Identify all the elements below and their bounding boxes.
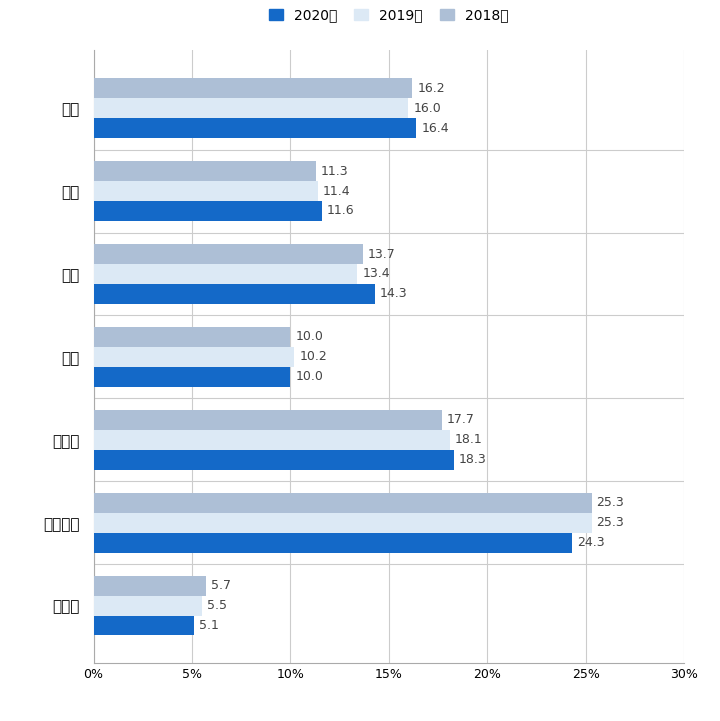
Text: 16.4: 16.4 (421, 122, 449, 135)
Bar (94, 284, 375, 304)
Text: 11.3: 11.3 (321, 164, 348, 177)
Text: 5.1: 5.1 (199, 619, 219, 632)
Text: 13.7: 13.7 (368, 247, 396, 260)
Text: 5.5: 5.5 (207, 599, 227, 612)
Text: 14.3: 14.3 (380, 288, 408, 301)
Text: 17.7: 17.7 (447, 413, 474, 426)
Text: 16.0: 16.0 (413, 102, 441, 115)
Bar (94, 347, 294, 367)
Bar (94, 616, 194, 635)
Bar (94, 98, 408, 118)
Bar (94, 327, 290, 347)
Bar (94, 596, 202, 616)
Bar (94, 201, 322, 221)
Bar (94, 493, 592, 513)
Text: 24.3: 24.3 (577, 536, 604, 549)
Text: 10.2: 10.2 (300, 350, 327, 363)
Bar (94, 181, 318, 201)
Bar (94, 79, 413, 98)
Text: 25.3: 25.3 (596, 496, 624, 509)
Text: 25.3: 25.3 (596, 516, 624, 529)
Legend: 2020年, 2019年, 2018年: 2020年, 2019年, 2018年 (269, 9, 508, 22)
Bar (94, 118, 416, 138)
Bar (94, 244, 363, 264)
Bar (94, 533, 572, 552)
Text: 5.7: 5.7 (211, 579, 230, 592)
Bar (94, 513, 592, 533)
Text: 18.3: 18.3 (459, 454, 487, 466)
Bar (94, 264, 357, 284)
Bar (94, 162, 316, 181)
Text: 10.0: 10.0 (295, 371, 323, 384)
Text: 11.4: 11.4 (323, 185, 351, 198)
Bar (94, 410, 442, 430)
Text: 10.0: 10.0 (295, 330, 323, 343)
Bar (94, 367, 290, 386)
Text: 13.4: 13.4 (362, 267, 390, 280)
Bar (94, 450, 454, 469)
Bar (94, 430, 450, 450)
Text: 18.1: 18.1 (455, 433, 482, 446)
Text: 11.6: 11.6 (327, 205, 354, 218)
Text: 16.2: 16.2 (418, 81, 445, 94)
Bar (94, 576, 206, 596)
